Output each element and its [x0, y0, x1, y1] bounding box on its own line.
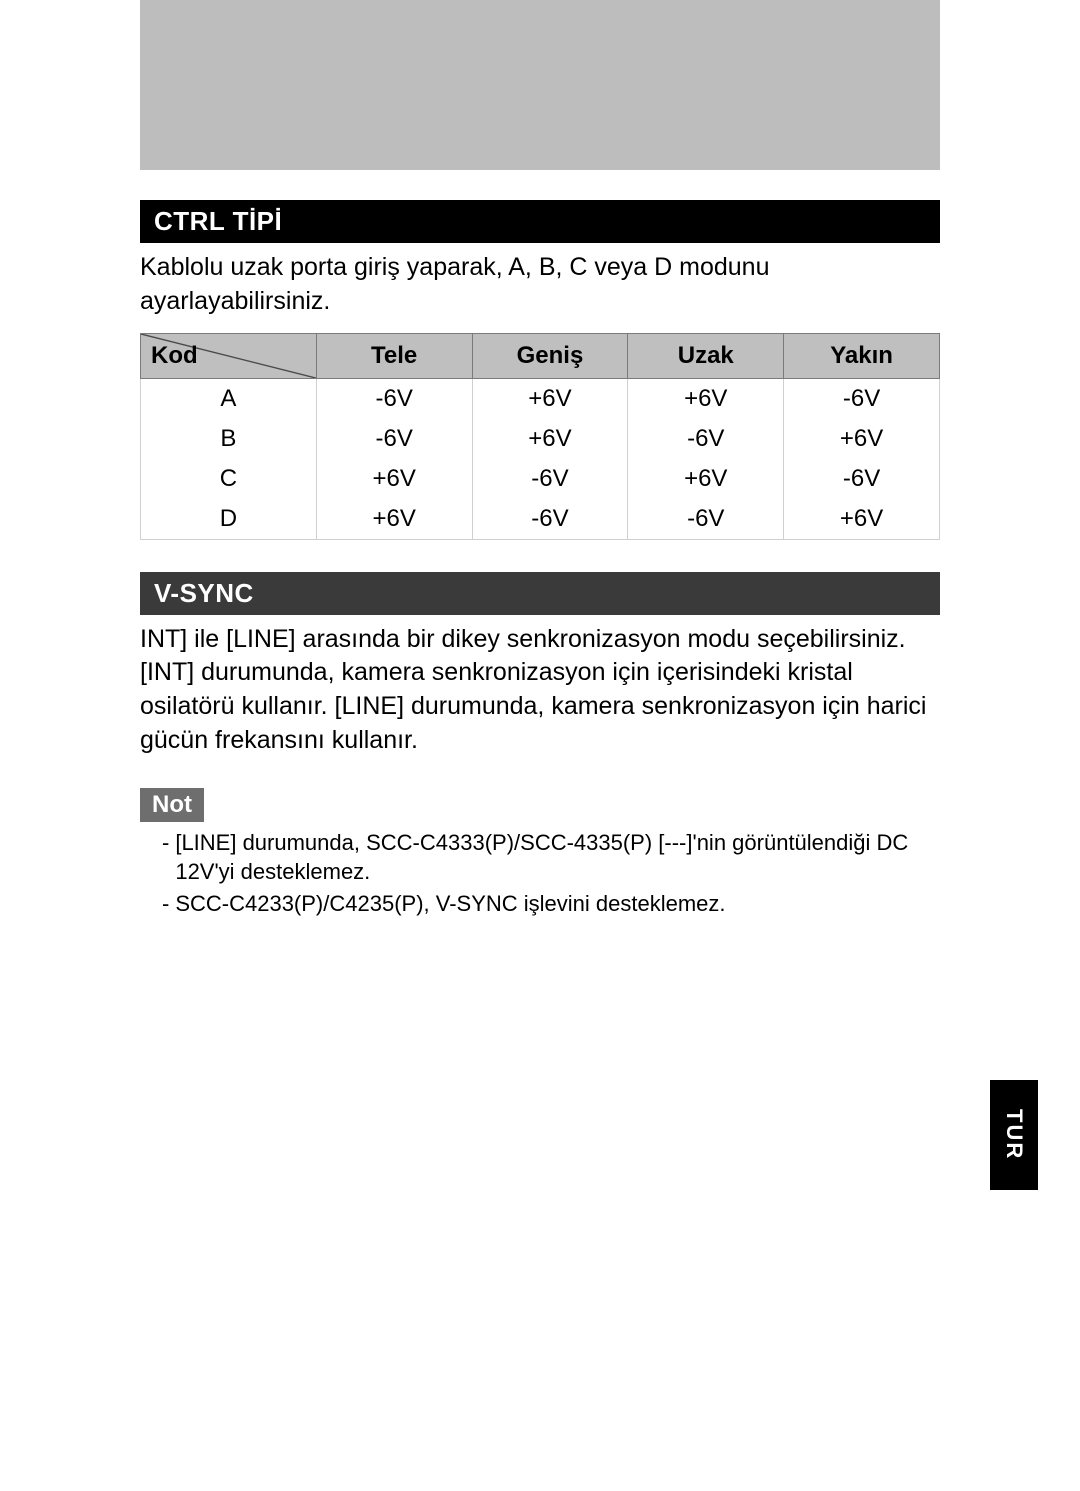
table-header-uzak: Uzak [628, 333, 784, 378]
value-cell: -6V [628, 499, 784, 540]
table-row: A -6V +6V +6V -6V [141, 378, 940, 419]
code-cell: A [141, 378, 317, 419]
language-tab-label: TUR [1001, 1109, 1027, 1160]
table-header-kod: Kod [141, 333, 317, 378]
value-cell: +6V [316, 499, 472, 540]
code-cell: B [141, 419, 317, 459]
table-row: C +6V -6V +6V -6V [141, 459, 940, 499]
section-title-ctrl-tipi: CTRL TİPİ [140, 200, 940, 243]
value-cell: +6V [784, 419, 940, 459]
kod-label: Kod [151, 342, 198, 369]
value-cell: -6V [784, 459, 940, 499]
note-list: - [LINE] durumunda, SCC-C4333(P)/SCC-433… [140, 828, 940, 919]
ctrl-type-table: Kod Tele Geniş Uzak Yakın A -6V +6V +6V … [140, 333, 940, 540]
value-cell: -6V [472, 459, 628, 499]
section-desc-ctrl-tipi: Kablolu uzak porta giriş yaparak, A, B, … [140, 251, 940, 319]
table-row: D +6V -6V -6V +6V [141, 499, 940, 540]
top-banner [140, 0, 940, 170]
value-cell: -6V [472, 499, 628, 540]
value-cell: +6V [784, 499, 940, 540]
page-content: CTRL TİPİ Kablolu uzak porta giriş yapar… [140, 200, 940, 921]
value-cell: +6V [628, 459, 784, 499]
table-header-genis: Geniş [472, 333, 628, 378]
dash-icon: - [162, 889, 175, 919]
section-desc-vsync: INT] ile [LINE] arasında bir dikey senkr… [140, 623, 940, 758]
table-header-yakin: Yakın [784, 333, 940, 378]
value-cell: +6V [316, 459, 472, 499]
note-text: SCC-C4233(P)/C4235(P), V-SYNC işlevini d… [175, 889, 725, 919]
table-header-row: Kod Tele Geniş Uzak Yakın [141, 333, 940, 378]
note-item: - SCC-C4233(P)/C4235(P), V-SYNC işlevini… [162, 889, 940, 919]
table-header-tele: Tele [316, 333, 472, 378]
note-item: - [LINE] durumunda, SCC-C4333(P)/SCC-433… [162, 828, 940, 887]
note-badge: Not [140, 788, 204, 822]
table-row: B -6V +6V -6V +6V [141, 419, 940, 459]
dash-icon: - [162, 828, 175, 887]
value-cell: +6V [472, 378, 628, 419]
value-cell: -6V [316, 378, 472, 419]
section-title-vsync: V-SYNC [140, 572, 940, 615]
value-cell: +6V [628, 378, 784, 419]
value-cell: -6V [784, 378, 940, 419]
value-cell: +6V [472, 419, 628, 459]
code-cell: D [141, 499, 317, 540]
language-tab-tur: TUR [990, 1080, 1038, 1190]
code-cell: C [141, 459, 317, 499]
note-text: [LINE] durumunda, SCC-C4333(P)/SCC-4335(… [175, 828, 940, 887]
value-cell: -6V [316, 419, 472, 459]
table-body: A -6V +6V +6V -6V B -6V +6V -6V +6V C +6… [141, 378, 940, 539]
value-cell: -6V [628, 419, 784, 459]
